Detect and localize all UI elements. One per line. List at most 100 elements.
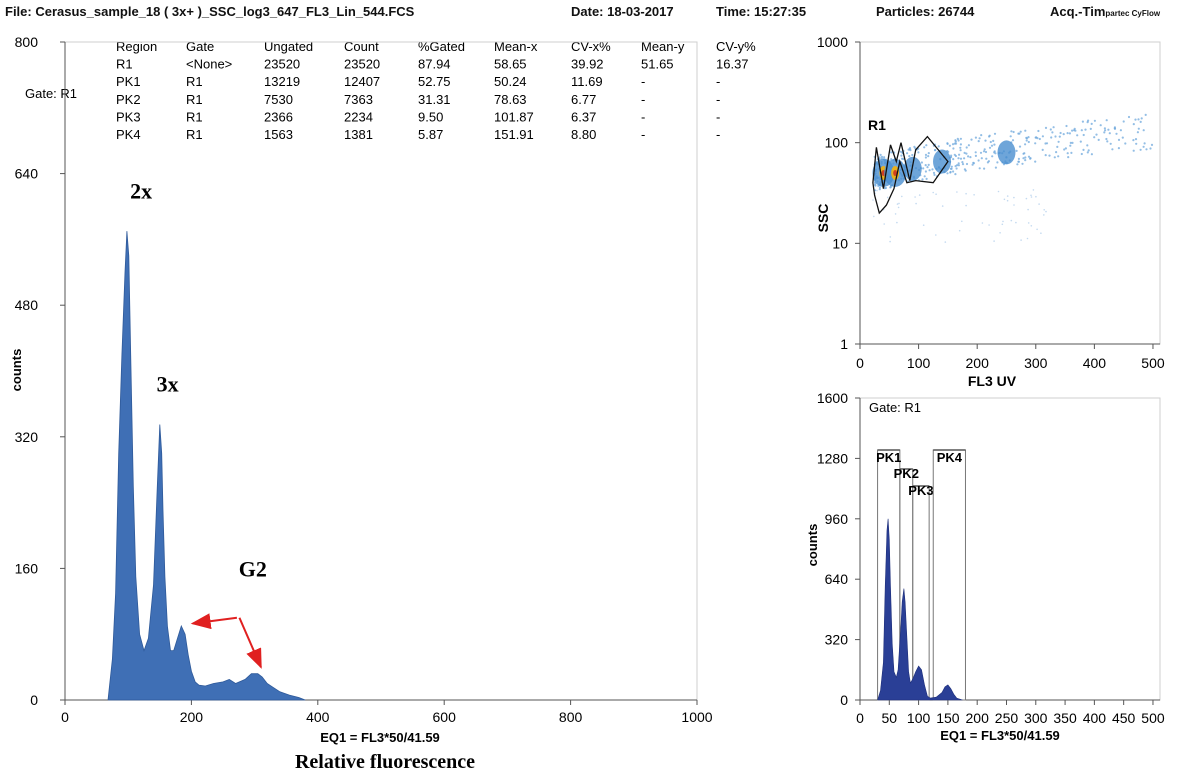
scatter-point [878,188,881,191]
scatter-point [1103,131,1106,134]
scatter-point [986,161,990,164]
small-x-tick-label: 0 [856,710,864,726]
scatter-point [959,149,962,152]
scatter-point [957,157,960,160]
scatter-x-tick-label: 400 [1083,355,1107,371]
scatter-point [997,190,1000,193]
scatter-point [923,146,926,149]
scatter-point [967,144,971,147]
scatter-point [1139,120,1142,123]
peak-annotation: G2 [239,557,267,582]
scatter-point [1034,142,1037,145]
scatter-point [972,162,976,165]
table-cell: R1 [186,74,203,89]
small-x-tick-label: 500 [1141,710,1165,726]
scatter-point [963,157,966,160]
scatter-point [1006,199,1009,202]
table-cell: 6.77 [571,92,596,107]
scatter-point [1016,163,1019,166]
small-gate-label: Gate: R1 [869,400,921,415]
scatter-point [1044,126,1048,129]
scatter-point [1027,208,1029,211]
scatter-point [872,199,874,201]
scatter-point [1108,132,1111,135]
scatter-point [1145,148,1148,151]
table-cell: R1 [186,109,203,124]
main-y-tick-label: 0 [30,692,38,708]
scatter-point [989,140,992,144]
scatter-point [1037,129,1040,133]
scatter-point [1041,135,1044,138]
scatter-point [1107,128,1110,131]
table-cell: 2234 [344,109,373,124]
scatter-point [933,173,936,176]
scatter-point [1105,119,1108,122]
scatter-point [990,144,994,147]
peak-region-label: PK2 [894,466,919,481]
main-gate-label: Gate: R1 [25,86,77,101]
scatter-x-tick-label: 300 [1024,355,1048,371]
scatter-point [931,168,934,171]
scatter-point [1027,155,1031,158]
peak-annotation: 3x [157,372,179,397]
scatter-point [1124,142,1127,145]
main-x-tick-label: 400 [306,709,330,725]
scatter-point [1070,151,1073,154]
density-cluster [933,149,952,174]
scatter-point [1036,137,1039,140]
scatter-point [1105,137,1108,141]
scatter-point [957,162,960,165]
scatter-point [973,194,975,196]
scatter-point [1139,148,1142,151]
peak-annotation: 2x [130,178,152,203]
small-x-tick-label: 150 [936,710,960,726]
scatter-point [1142,129,1145,132]
scatter-point [954,173,957,176]
main-x-tick-label: 1000 [681,709,712,725]
main-y-axis-label: counts [9,349,24,392]
scatter-point [1027,140,1030,144]
table-cell: - [716,92,720,107]
scatter-point [1024,143,1027,146]
table-cell: <None> [186,57,232,72]
scatter-point [978,167,981,170]
density-core [893,169,898,176]
table-cell: 11.69 [571,74,603,89]
scatter-point [1115,132,1118,135]
scatter-point [1076,134,1079,137]
scatter-point [920,161,924,164]
scatter-point [1043,214,1045,216]
scatter-point [922,224,925,226]
table-cell: - [716,127,720,142]
scatter-point [890,158,893,161]
small-x-tick-label: 450 [1112,710,1136,726]
scatter-point [883,156,886,159]
instrument-brand: partec CyFlow [1105,9,1161,18]
scatter-point [876,189,878,192]
table-cell: - [641,74,645,89]
table-cell: 50.24 [494,74,527,89]
scatter-point [1017,157,1021,160]
scatter-point [1062,133,1065,136]
scatter-point [1002,220,1004,223]
scatter-point [983,167,986,170]
scatter-x-tick-label: 500 [1141,355,1165,371]
scatter-point [1086,144,1089,147]
scatter-point [1030,225,1033,227]
scatter-point [935,234,937,236]
table-header-cell: CV-y% [716,39,756,54]
acquisition-time-label: Acq.-Timpartec CyFlow [1050,4,1160,19]
scatter-point [993,240,995,242]
scatter-point [1134,138,1138,141]
scatter-point [959,146,962,149]
scatter-x-axis-label: FL3 UV [968,373,1017,389]
scatter-point [967,155,970,158]
small-y-tick-label: 0 [840,692,848,708]
scatter-point [963,151,966,154]
scatter-point [1079,140,1082,143]
table-cell: PK4 [116,127,141,142]
table-cell: 58.65 [494,57,527,72]
scatter-point [956,164,959,167]
scatter-point [1058,135,1061,138]
